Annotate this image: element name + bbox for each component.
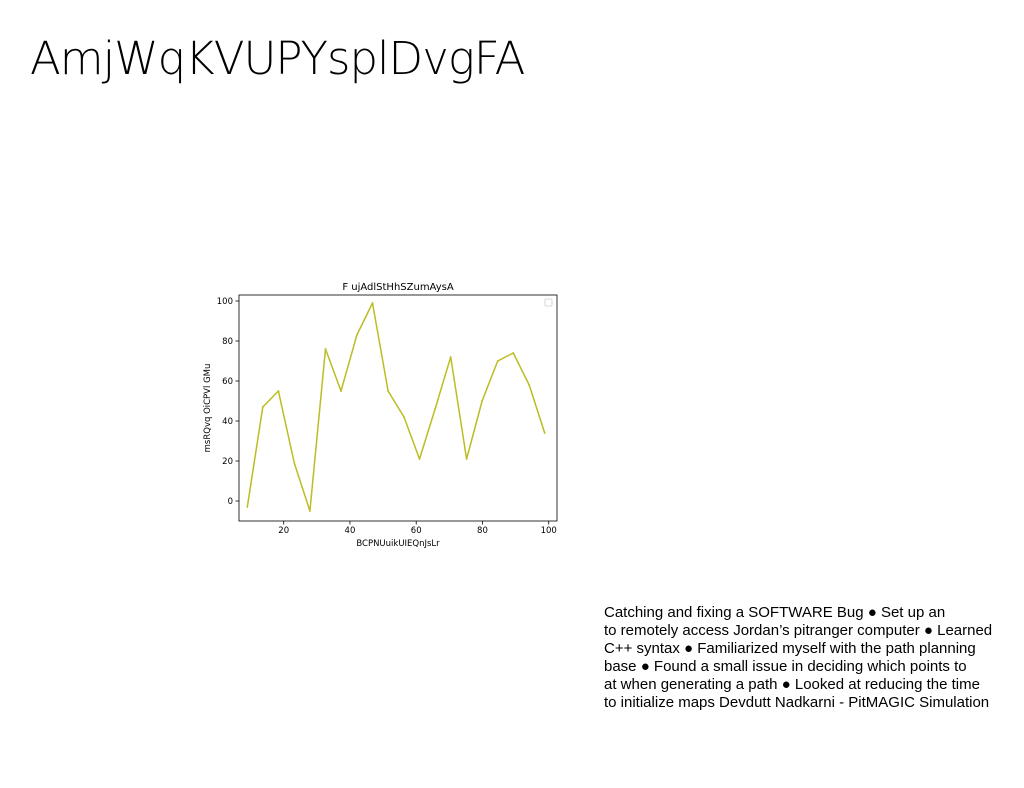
data-point: [387, 390, 389, 392]
data-point: [496, 360, 499, 362]
x-axis-label: BCPNUuikUIEQnJsLr: [356, 539, 440, 549]
body-line: base ● Found a small issue in deciding w…: [604, 658, 967, 675]
data-point: [246, 506, 249, 508]
data-point: [293, 462, 296, 464]
y-tick-label: 20: [222, 457, 233, 467]
y-tick-label: 80: [222, 337, 233, 347]
x-tick-label: 80: [477, 526, 488, 536]
data-point: [512, 352, 515, 354]
data-point: [434, 408, 436, 410]
body-line: Catching and fixing a SOFTWARE Bug ● Set…: [604, 604, 946, 621]
chart-title: F ujAdlStHhSZumAysA: [342, 282, 454, 293]
y-tick-label: 0: [228, 497, 233, 507]
y-tick-label: 60: [222, 377, 233, 387]
data-point: [308, 510, 311, 512]
data-point: [277, 390, 280, 392]
data-point: [340, 390, 342, 392]
x-tick-label: 60: [411, 526, 422, 536]
body-line: to initialize maps Devdutt Nadkarni - Pi…: [604, 694, 990, 711]
data-point: [528, 384, 531, 386]
line-chart: 20 40 60 80 100 0 20 40 60 80 100 F ujAdlStHhSZumAy…: [196, 276, 566, 552]
data-point: [543, 432, 546, 434]
x-tick-label: 100: [541, 526, 557, 536]
data-point: [449, 356, 452, 358]
body-line: C++ syntax ● Familiarized myself with th…: [604, 640, 976, 657]
plot-frame: [238, 294, 558, 522]
body-line: to remotely access Jordan’s pitranger co…: [604, 622, 993, 639]
slide-title: AmjWqKVUPYsplDvgFA: [30, 32, 525, 85]
series-line: [246, 302, 546, 512]
body-line: at when generating a path ● Looked at re…: [604, 676, 980, 693]
chart-canvas: 20 40 60 80 100 0 20 40 60 80 100 F ujAdlStHhSZumAy…: [203, 282, 558, 549]
y-tick-label: 40: [222, 417, 233, 427]
data-point: [261, 406, 264, 408]
data-point: [371, 302, 374, 304]
y-tick-label: 100: [217, 297, 233, 307]
y-axis-label: msRQvq OiCPVl GMu: [203, 364, 213, 453]
data-point: [324, 348, 327, 350]
data-point: [418, 458, 421, 460]
data-point: [403, 416, 405, 418]
x-tick-label: 40: [345, 526, 356, 536]
legend-box: [544, 298, 553, 307]
data-point: [465, 458, 468, 460]
body-text: Catching and fixing a SOFTWARE Bug ● Set…: [604, 604, 1020, 712]
data-point: [356, 334, 358, 336]
x-tick-label: 20: [278, 526, 289, 536]
data-point: [481, 400, 484, 402]
